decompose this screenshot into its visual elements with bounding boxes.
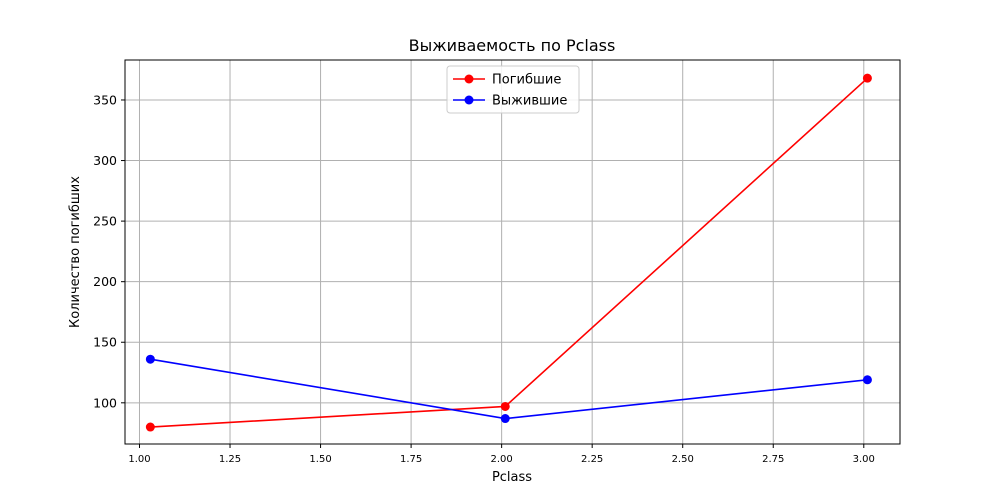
- x-tick-label: 1.00: [128, 454, 150, 465]
- x-tick-label: 1.50: [309, 454, 331, 465]
- x-tick-label: 2.25: [581, 454, 603, 465]
- x-tick-label: 3.00: [853, 454, 875, 465]
- legend: Погибшие Выжившие: [446, 65, 580, 114]
- y-tick-label: 300: [93, 153, 117, 168]
- x-tick-label: 2.00: [491, 454, 513, 465]
- legend-box: [446, 65, 580, 114]
- series-line: [150, 358, 868, 420]
- legend-item: Погибшие: [453, 73, 561, 88]
- data-point: [862, 73, 872, 83]
- plot-area-frame: [124, 59, 901, 445]
- series-1: [145, 73, 872, 432]
- series-line: [150, 77, 868, 428]
- x-tick-label: 1.25: [219, 454, 241, 465]
- legend-item: Выжившие: [453, 94, 567, 109]
- x-tick-label: 2.75: [762, 454, 784, 465]
- legend-marker: [464, 74, 474, 84]
- y-tick-label: 150: [93, 335, 117, 350]
- legend-label: Выжившие: [492, 94, 567, 109]
- y-axis: 100 150 200 250 300 350: [93, 92, 125, 410]
- data-point: [500, 414, 510, 424]
- data-point: [500, 401, 510, 411]
- data-point: [862, 375, 872, 385]
- grid-lines: [125, 60, 900, 444]
- y-tick-label: 100: [93, 395, 117, 410]
- x-axis-title: Pclass: [492, 470, 532, 485]
- chart-title: Выживаемость по Pclass: [409, 36, 616, 55]
- y-axis-title: Количество погибших: [68, 176, 83, 328]
- y-tick-label: 250: [93, 214, 117, 229]
- y-tick-label: 350: [93, 92, 117, 107]
- y-tick-label: 200: [93, 274, 117, 289]
- x-tick-label: 2.50: [672, 454, 694, 465]
- legend-label: Погибшие: [492, 73, 561, 88]
- series-2: [145, 354, 872, 424]
- data-point: [145, 354, 155, 364]
- x-axis: 1.00 1.25 1.50 1.75 2.00 2.25 2.50 2.75 3.00: [128, 444, 875, 465]
- legend-marker: [464, 95, 474, 105]
- data-point: [145, 422, 155, 432]
- series-layer: [145, 73, 872, 432]
- x-tick-label: 1.75: [400, 454, 422, 465]
